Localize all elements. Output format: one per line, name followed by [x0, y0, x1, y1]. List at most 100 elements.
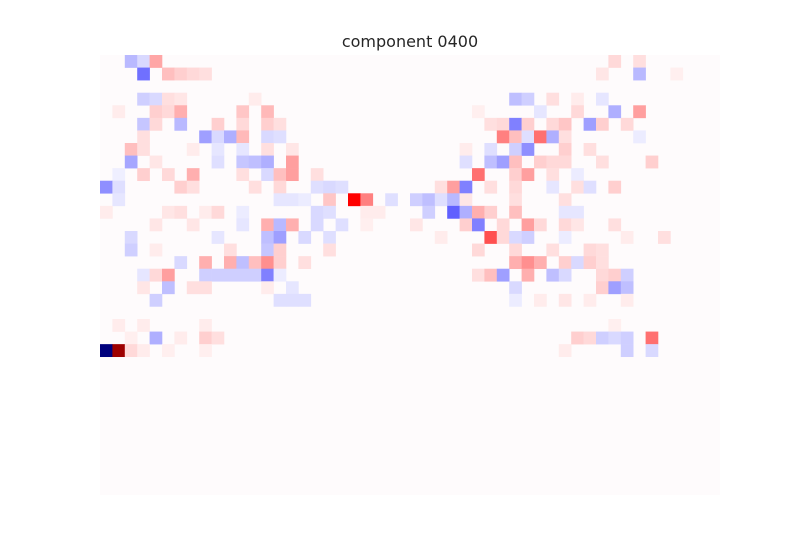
- heatmap-cell: [484, 205, 498, 219]
- heatmap-cell: [298, 293, 312, 307]
- heatmap-cell: [211, 231, 225, 244]
- heatmap-cell: [509, 256, 522, 270]
- heatmap-cell: [149, 92, 163, 106]
- heatmap-cell: [137, 281, 150, 295]
- heatmap-cell: [112, 193, 126, 207]
- heatmap-cell: [534, 256, 547, 270]
- heatmap-cell: [521, 130, 535, 144]
- heatmap-cell: [261, 168, 274, 182]
- heatmap-cell: [571, 331, 584, 345]
- heatmap-cell: [149, 105, 163, 119]
- heatmap-cell: [174, 117, 188, 131]
- heatmap-cell: [149, 293, 163, 307]
- heatmap-cell: [236, 205, 250, 219]
- heatmap-cell: [558, 117, 572, 131]
- heatmap-cell: [633, 55, 646, 68]
- heatmap-cell: [558, 293, 572, 307]
- heatmap-cell: [112, 105, 126, 119]
- heatmap-cell: [236, 143, 250, 156]
- heatmap-cell: [608, 319, 622, 332]
- heatmap-cell: [112, 344, 126, 358]
- heatmap-cell: [459, 155, 473, 169]
- heatmap-cell: [558, 231, 572, 244]
- heatmap-cell: [137, 130, 150, 144]
- heatmap-cell: [137, 319, 150, 332]
- heatmap-cell: [261, 105, 274, 119]
- heatmap-cell: [596, 67, 609, 81]
- heatmap-cell: [137, 55, 150, 68]
- heatmap-cell: [484, 117, 498, 131]
- heatmap-cell: [509, 92, 522, 106]
- heatmap-cell: [546, 130, 560, 144]
- heatmap-cell: [174, 92, 188, 106]
- heatmap-cell: [137, 168, 150, 182]
- heatmap-cell: [323, 180, 336, 194]
- heatmap-cell: [546, 155, 560, 169]
- heatmap-cell: [211, 205, 225, 219]
- heatmap-cell: [186, 168, 200, 182]
- heatmap-cell: [596, 155, 609, 169]
- heatmap-cell: [546, 92, 560, 106]
- heatmap-cell: [174, 205, 188, 219]
- heatmap-cell: [459, 205, 473, 219]
- heatmap-cell: [434, 193, 448, 207]
- heatmap-cell: [620, 281, 634, 295]
- heatmap-cell: [558, 130, 572, 144]
- heatmap-cell: [645, 155, 659, 169]
- heatmap-cell: [546, 180, 560, 194]
- heatmap-cell: [509, 155, 522, 169]
- heatmap-cell: [112, 168, 126, 182]
- heatmap-cell: [472, 168, 485, 182]
- heatmap-cell: [496, 130, 510, 144]
- heatmap-cell: [137, 143, 150, 156]
- heatmap-cell: [558, 193, 572, 207]
- heatmap-cell: [174, 105, 188, 119]
- heatmap-cell: [261, 143, 274, 156]
- heatmap-cell: [521, 231, 535, 244]
- heatmap-cell: [534, 293, 547, 307]
- heatmap-cell: [348, 193, 361, 207]
- heatmap-cell: [372, 205, 386, 219]
- heatmap-cell: [658, 231, 671, 244]
- heatmap-cell: [162, 67, 175, 81]
- heatmap-cell: [620, 344, 634, 358]
- heatmap-cell: [546, 268, 560, 282]
- heatmap-cell: [310, 180, 324, 194]
- heatmap-cell: [211, 155, 225, 169]
- heatmap-cell: [273, 130, 287, 144]
- heatmap-cell: [112, 180, 126, 194]
- heatmap-cell: [199, 130, 212, 144]
- heatmap-cell: [236, 256, 250, 270]
- heatmap-cell: [273, 117, 287, 131]
- heatmap-cell: [484, 268, 498, 282]
- heatmap-cell: [620, 117, 634, 131]
- heatmap-cell: [261, 231, 274, 244]
- heatmap-cell: [236, 268, 250, 282]
- heatmap-cell: [620, 293, 634, 307]
- heatmap-cell: [596, 256, 609, 270]
- heatmap-cell: [124, 143, 138, 156]
- heatmap-cell: [472, 205, 485, 219]
- heatmap-cell: [521, 268, 535, 282]
- heatmap-cell: [137, 117, 150, 131]
- heatmap-cell: [608, 331, 622, 345]
- heatmap-cell: [596, 243, 609, 257]
- heatmap-cell: [273, 218, 287, 232]
- heatmap-cell: [521, 143, 535, 156]
- heatmap-cell: [211, 143, 225, 156]
- heatmap-cell: [174, 331, 188, 345]
- heatmap-cell: [558, 268, 572, 282]
- heatmap-cell: [509, 293, 522, 307]
- heatmap-cell: [199, 268, 212, 282]
- heatmap-cell: [521, 168, 535, 182]
- heatmap-cell: [546, 243, 560, 257]
- heatmap-cell: [558, 218, 572, 232]
- heatmap-cell: [583, 331, 597, 345]
- heatmap-cell: [186, 281, 200, 295]
- heatmap-cell: [248, 180, 262, 194]
- heatmap-cell: [273, 293, 287, 307]
- heatmap-cell: [335, 180, 349, 194]
- heatmap-cell: [360, 193, 374, 207]
- heatmap-cell: [521, 92, 535, 106]
